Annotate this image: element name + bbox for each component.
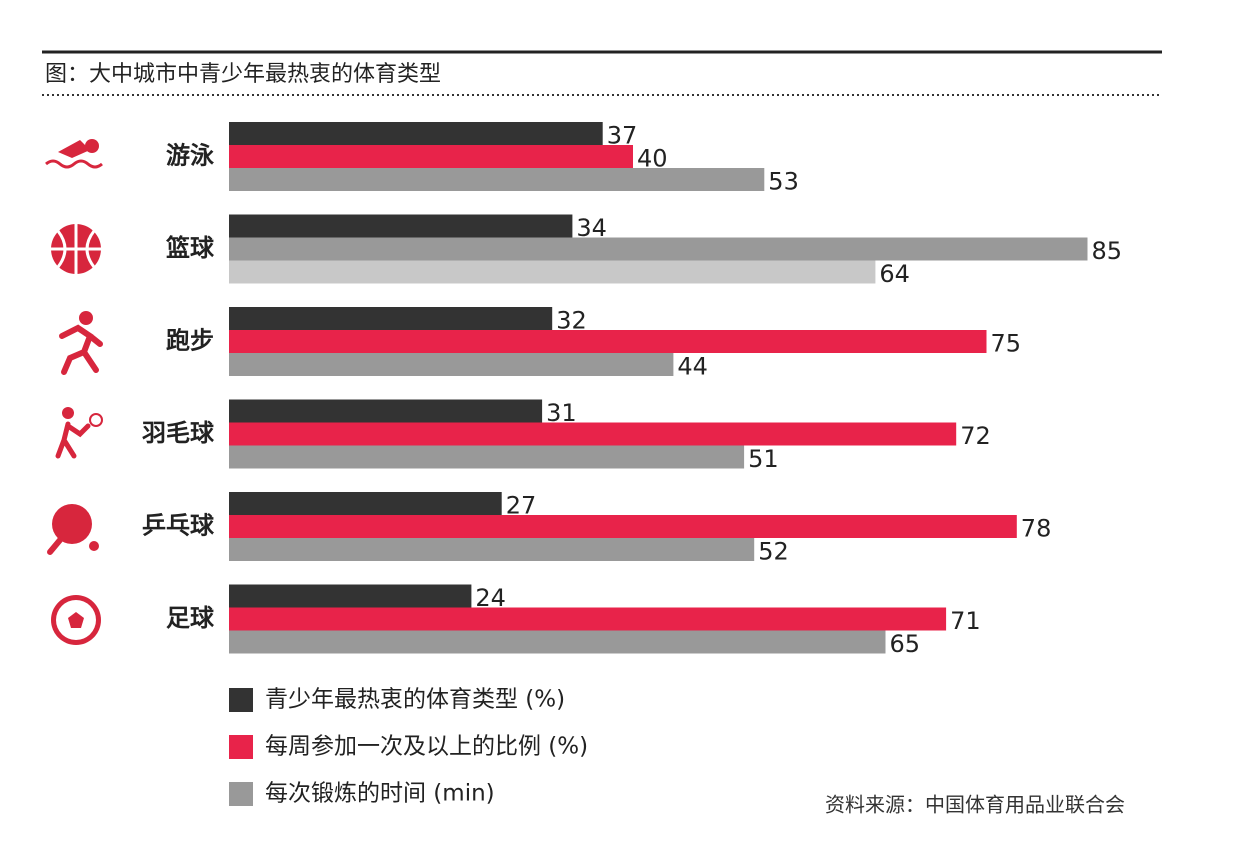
icon-pingpong: [47, 537, 63, 555]
value-label: 40: [637, 145, 668, 173]
chart-title: 图：大中城市中青少年最热衷的体育类型: [45, 62, 441, 87]
bar: [229, 214, 573, 238]
value-label: 65: [890, 630, 921, 658]
value-label: 34: [576, 214, 607, 242]
bar: [229, 584, 472, 608]
value-label: 37: [607, 122, 638, 150]
bar: [229, 492, 502, 515]
icon-pingpong: [52, 504, 92, 544]
value-label: 85: [1092, 237, 1123, 265]
bar: [229, 145, 633, 168]
value-label: 75: [991, 330, 1022, 358]
bar: [229, 515, 1017, 538]
bar: [229, 122, 603, 145]
bar: [229, 307, 553, 330]
value-label: 53: [768, 168, 799, 196]
icon-swim: [58, 140, 90, 158]
value-label: 27: [506, 492, 537, 520]
icon-badminton: [62, 407, 74, 419]
icon-run: [59, 324, 103, 375]
category-label: 乒乓球: [142, 512, 215, 540]
value-label: 64: [879, 260, 910, 288]
legend-label: 青少年最热衷的体育类型 (%): [265, 687, 565, 713]
legend-swatch: [229, 688, 253, 712]
icons: [45, 139, 103, 645]
value-label: 32: [556, 307, 587, 335]
legend-swatch: [229, 782, 253, 806]
icon-swim: [45, 159, 103, 169]
category-label: 篮球: [165, 234, 215, 262]
bar: [229, 422, 957, 446]
value-label: 24: [475, 584, 506, 612]
source-note: 资料来源：中国体育用品业联合会: [825, 793, 1125, 817]
bar: [229, 445, 745, 469]
legend-label: 每周参加一次及以上的比例 (%): [265, 734, 588, 760]
bar: [229, 607, 947, 631]
bar: [229, 399, 543, 423]
icon-football: [68, 612, 84, 628]
category-label: 跑步: [166, 327, 214, 355]
legend-label: 每次锻炼的时间 (min): [265, 781, 495, 807]
icon-badminton: [55, 421, 91, 459]
bar: [229, 538, 755, 561]
value-label: 78: [1021, 515, 1052, 543]
category-label: 游泳: [166, 142, 215, 170]
legend-swatch: [229, 735, 253, 759]
icon-badminton: [89, 413, 103, 427]
icon-basketball: [51, 224, 101, 274]
bar: [229, 168, 765, 191]
value-label: 71: [950, 607, 981, 635]
value-label: 31: [546, 399, 577, 427]
value-label: 72: [960, 422, 991, 450]
icon-pingpong: [89, 541, 99, 551]
category-label: 羽毛球: [142, 419, 215, 447]
value-label: 51: [748, 445, 779, 473]
bar: [229, 330, 987, 353]
bar: [229, 237, 1088, 261]
bar: [229, 353, 674, 376]
value-label: 52: [758, 538, 789, 566]
category-label: 足球: [166, 604, 215, 632]
value-label: 44: [677, 353, 708, 381]
bar: [229, 260, 876, 284]
bar: [229, 630, 886, 654]
icon-run: [79, 311, 93, 325]
